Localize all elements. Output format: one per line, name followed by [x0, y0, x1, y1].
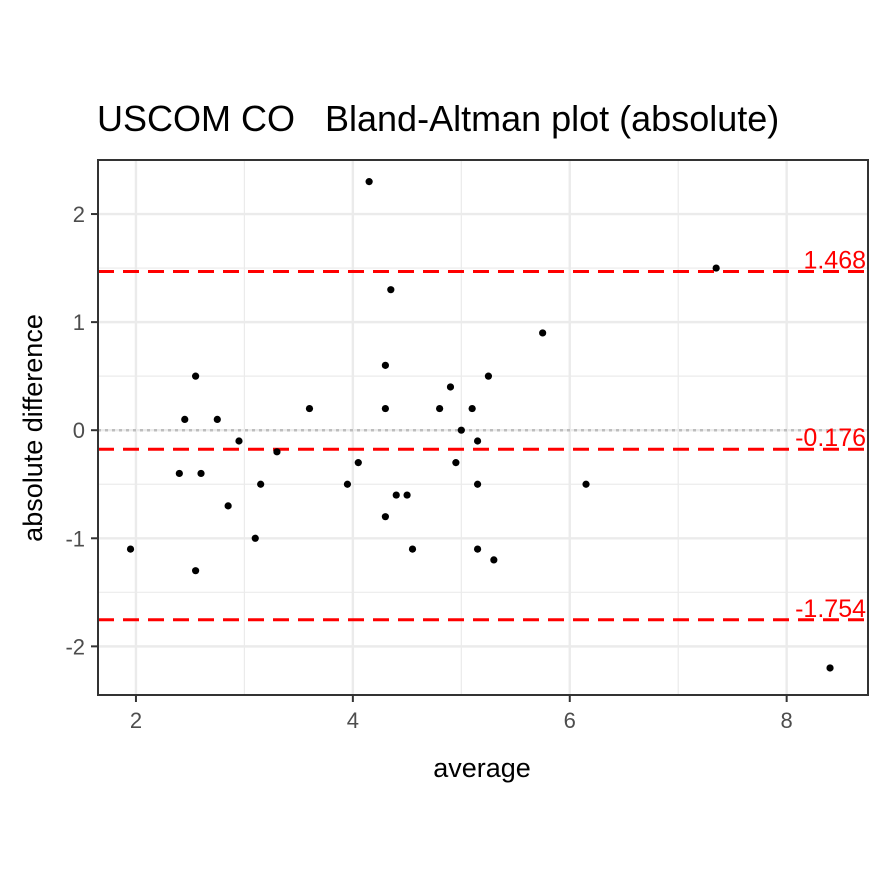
- chart-title: USCOM CO Bland-Altman plot (absolute): [97, 98, 779, 139]
- data-point: [484, 372, 493, 380]
- data-point: [457, 426, 465, 434]
- data-point: [273, 448, 281, 456]
- data-point: [473, 437, 482, 445]
- y-tick-label: 0: [73, 418, 85, 443]
- data-point: [354, 459, 362, 467]
- data-point: [235, 437, 243, 445]
- reference-lines-layer: 1.468 -0.176 -1.754: [98, 247, 868, 623]
- data-point: [436, 404, 444, 413]
- x-tick-label: 4: [347, 708, 359, 733]
- data-point: [343, 480, 352, 488]
- y-tick-label: 1: [73, 310, 85, 335]
- points-layer: [126, 178, 834, 672]
- reference-line-label: -0.176: [795, 424, 866, 452]
- data-point: [452, 459, 460, 467]
- data-point: [712, 264, 720, 272]
- data-point: [192, 372, 200, 380]
- grid-layer: [98, 160, 868, 695]
- data-point: [192, 567, 200, 575]
- reference-line-label: -1.754: [795, 595, 866, 623]
- x-axis-title: average: [433, 753, 531, 783]
- x-tick-label: 2: [130, 708, 142, 733]
- data-point: [473, 545, 482, 553]
- data-point: [446, 383, 455, 391]
- data-point: [392, 491, 400, 499]
- data-point: [387, 286, 395, 294]
- data-point: [408, 545, 417, 553]
- panel-border: [97, 159, 869, 696]
- y-tick-label: 2: [73, 202, 85, 227]
- y-tick-label: -2: [65, 634, 85, 659]
- data-point: [251, 534, 259, 542]
- data-point: [381, 513, 389, 521]
- data-point: [305, 404, 314, 413]
- data-point: [181, 415, 189, 423]
- y-tick-label: -1: [65, 526, 85, 551]
- y-axis-title: absolute difference: [18, 314, 48, 542]
- data-point: [381, 404, 389, 413]
- x-tick-label: 6: [564, 708, 576, 733]
- data-point: [213, 415, 221, 423]
- data-point: [257, 480, 265, 488]
- x-tick-label: 8: [781, 708, 793, 733]
- data-point: [381, 361, 389, 369]
- data-point: [126, 545, 135, 553]
- data-point: [197, 469, 205, 478]
- reference-line-label: 1.468: [803, 247, 866, 275]
- data-point: [539, 329, 547, 337]
- data-point: [365, 178, 373, 186]
- data-point: [224, 502, 232, 510]
- data-point: [403, 491, 411, 499]
- data-point: [473, 480, 482, 488]
- ticks-layer: 2 4 6 8 -2 -1 0 1 2: [65, 202, 792, 733]
- data-point: [582, 480, 590, 488]
- data-point: [468, 404, 476, 413]
- data-point: [175, 469, 183, 478]
- data-point: [490, 556, 498, 564]
- data-point: [826, 664, 834, 672]
